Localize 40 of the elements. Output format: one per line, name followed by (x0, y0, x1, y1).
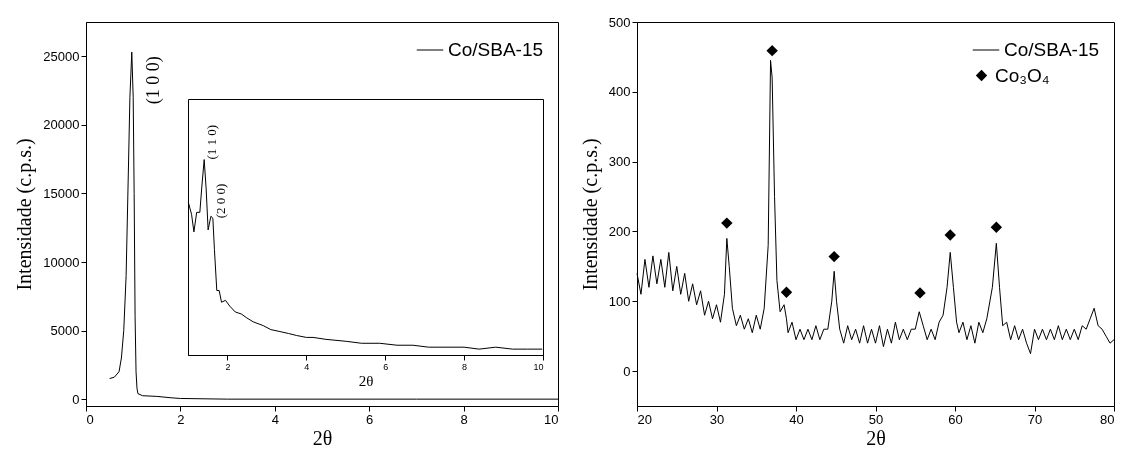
x-tick-label: 30 (709, 411, 725, 427)
x-tick-label: 70 (1027, 411, 1043, 427)
annotation: (1 1 0) (204, 124, 220, 160)
y-tick-label: 500 (608, 14, 631, 30)
x-tick-label: 20 (637, 411, 652, 427)
legend-label: Co/SBA-15 (448, 39, 544, 60)
x-tick-label: 6 (383, 361, 389, 372)
x-tick-label: 80 (1100, 411, 1115, 427)
x-tick-label: 40 (789, 411, 804, 427)
legend-label: Co/SBA-15 (1004, 39, 1100, 60)
y-axis-title: Intensidade (c.p.s.) (13, 138, 37, 291)
x-tick-label: 4 (271, 411, 279, 427)
x-axis-title: 2θ (866, 426, 886, 449)
x-tick-label: 50 (868, 411, 884, 427)
x-tick-label: 8 (460, 411, 468, 427)
x-tick-label: 2 (177, 411, 185, 427)
annotation: (2 0 0) (212, 183, 228, 219)
x-tick-label: 10 (533, 361, 544, 372)
x-tick-label: 10 (544, 411, 559, 427)
y-tick-label: 100 (608, 293, 631, 309)
x-axis-title: 2θ (358, 372, 374, 389)
x-tick-label: 0 (86, 411, 94, 427)
y-tick-label: 20000 (43, 117, 80, 133)
y-tick-label: 15000 (43, 185, 80, 201)
legend-label: Co₃O₄ (995, 64, 1050, 86)
annotation: (1 0 0) (142, 56, 164, 105)
y-tick-label: 400 (608, 84, 631, 100)
x-tick-label: 60 (948, 411, 963, 427)
y-tick-label: 200 (608, 223, 631, 239)
y-axis-title: Intensidade (c.p.s.) (578, 138, 602, 291)
x-tick-label: 8 (462, 361, 468, 372)
y-tick-label: 5000 (50, 323, 80, 339)
y-tick-label: 10000 (43, 254, 80, 270)
y-tick-label: 25000 (43, 48, 80, 64)
y-tick-label: 0 (72, 391, 80, 407)
y-tick-label: 300 (608, 154, 631, 170)
x-tick-label: 2 (225, 361, 231, 372)
x-tick-label: 4 (304, 361, 310, 372)
x-tick-label: 6 (366, 411, 374, 427)
x-axis-title: 2θ (312, 426, 333, 449)
